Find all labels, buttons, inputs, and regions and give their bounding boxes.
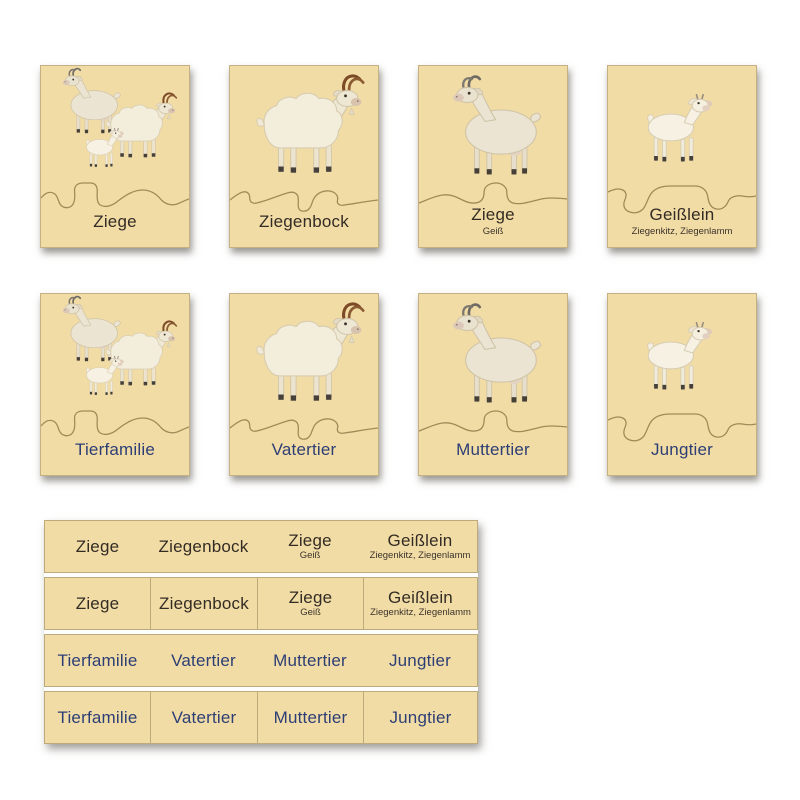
card-tierfamilie[interactable]: Tierfamilie xyxy=(40,293,190,476)
strip-cell: Vatertier xyxy=(150,635,257,686)
label-strip-nouns-uncut[interactable]: Ziege Ziegenbock Ziege Geiß Geißlein Zie… xyxy=(44,520,478,573)
label-strip-nouns-cut[interactable]: Ziege Ziegenbock Ziege Geiß Geißlein Zie… xyxy=(44,577,478,630)
strip-label: Jungtier xyxy=(388,650,452,670)
card-ziege-geiss[interactable]: Ziege Geiß xyxy=(418,65,568,248)
card-title: Vatertier xyxy=(271,439,337,459)
card-label: Geißlein Ziegenkitz, Ziegenlamm xyxy=(608,201,756,243)
label-strip-roles-uncut[interactable]: Tierfamilie Vatertier Muttertier Jungtie… xyxy=(44,634,478,687)
card-label: Ziege Geiß xyxy=(419,201,567,243)
strip-cell: Ziege Geiß xyxy=(257,521,363,572)
card-geisslein[interactable]: Geißlein Ziegenkitz, Ziegenlamm xyxy=(607,65,757,248)
strip-cell[interactable]: Vatertier xyxy=(150,692,257,743)
card-ziegenbock[interactable]: Ziegenbock xyxy=(229,65,379,248)
strip-label: Tierfamilie xyxy=(57,650,138,670)
strip-cell[interactable]: Muttertier xyxy=(257,692,363,743)
billy-goat-image xyxy=(255,302,365,403)
card-title: Jungtier xyxy=(650,439,714,459)
strip-label: Ziege xyxy=(75,593,120,613)
strip-label: Muttertier xyxy=(273,650,347,670)
nanny-goat-image xyxy=(451,75,543,176)
card-title: Tierfamilie xyxy=(75,439,155,459)
card-title: Ziege xyxy=(93,211,137,231)
card-subtitle: Ziegenkitz, Ziegenlamm xyxy=(631,226,733,238)
card-label: Muttertier xyxy=(419,429,567,471)
strip-cell: Ziege xyxy=(45,521,150,572)
card-title: Ziege xyxy=(471,205,515,225)
strip-label: Geißlein xyxy=(387,530,453,550)
card-label: Vatertier xyxy=(230,429,378,471)
goat-family-image xyxy=(48,72,182,178)
strip-cell: Jungtier xyxy=(363,635,477,686)
kid-goat-image xyxy=(646,321,714,391)
strip-cell[interactable]: Geißlein Ziegenkitz, Ziegenlamm xyxy=(363,578,477,629)
strip-cell[interactable]: Jungtier xyxy=(363,692,477,743)
strip-label: Ziegenbock xyxy=(158,536,249,556)
strip-cell[interactable]: Ziege Geiß xyxy=(257,578,363,629)
kid-goat-image xyxy=(646,93,714,163)
strip-cell[interactable]: Ziegenbock xyxy=(150,578,257,629)
strip-cell[interactable]: Ziege xyxy=(45,578,150,629)
card-title: Geißlein xyxy=(649,205,715,225)
strip-sublabel: Geiß xyxy=(300,607,321,619)
card-title: Ziegenbock xyxy=(259,211,349,231)
card-label: Ziege xyxy=(41,201,189,243)
billy-goat-image xyxy=(255,74,365,175)
card-label: Tierfamilie xyxy=(41,429,189,471)
strip-cell: Tierfamilie xyxy=(45,635,150,686)
card-jungtier[interactable]: Jungtier xyxy=(607,293,757,476)
card-ziege-family[interactable]: Ziege xyxy=(40,65,190,248)
strip-cell: Geißlein Ziegenkitz, Ziegenlamm xyxy=(363,521,477,572)
strip-cell: Ziegenbock xyxy=(150,521,257,572)
strip-label: Vatertier xyxy=(171,650,236,670)
label-strip-sheet: Ziege Ziegenbock Ziege Geiß Geißlein Zie… xyxy=(44,520,478,744)
strip-label: Jungtier xyxy=(389,707,452,727)
strip-label: Ziege xyxy=(288,530,332,550)
card-label: Ziegenbock xyxy=(230,201,378,243)
card-title: Muttertier xyxy=(456,439,530,459)
strip-label: Tierfamilie xyxy=(57,707,138,727)
strip-label: Geißlein xyxy=(388,587,453,607)
strip-cell: Muttertier xyxy=(257,635,363,686)
strip-label: Ziege xyxy=(75,536,120,556)
card-subtitle: Geiß xyxy=(482,226,504,238)
strip-label: Ziege xyxy=(288,587,333,607)
strip-label: Muttertier xyxy=(273,707,348,727)
strip-sublabel: Ziegenkitz, Ziegenlamm xyxy=(369,550,471,562)
nanny-goat-image xyxy=(451,303,543,404)
strip-label: Vatertier xyxy=(171,707,237,727)
card-vatertier[interactable]: Vatertier xyxy=(229,293,379,476)
strip-label: Ziegenbock xyxy=(159,593,249,613)
strip-cell[interactable]: Tierfamilie xyxy=(45,692,150,743)
label-strip-roles-cut[interactable]: Tierfamilie Vatertier Muttertier Jungtie… xyxy=(44,691,478,744)
strip-sublabel: Ziegenkitz, Ziegenlamm xyxy=(370,607,471,619)
card-label: Jungtier xyxy=(608,429,756,471)
card-muttertier[interactable]: Muttertier xyxy=(418,293,568,476)
strip-sublabel: Geiß xyxy=(299,550,321,562)
goat-family-image xyxy=(48,300,182,406)
